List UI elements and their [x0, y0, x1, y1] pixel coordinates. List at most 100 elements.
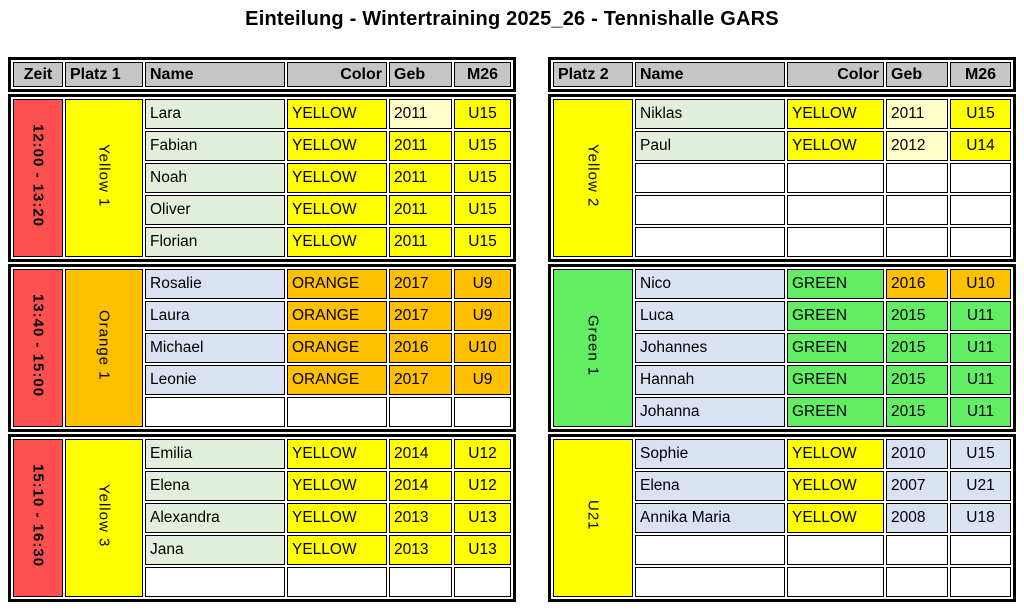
- color-cell: ORANGE: [287, 269, 387, 299]
- platz-cell: Yellow 3: [65, 439, 143, 597]
- m26-cell: U14: [950, 131, 1011, 161]
- name-cell: [635, 195, 785, 225]
- color-cell: YELLOW: [787, 439, 884, 469]
- m26-cell: [950, 163, 1011, 193]
- name-cell: Hannah: [635, 365, 785, 395]
- platz-cell: U21: [553, 439, 633, 597]
- table-row: Annika Maria YELLOW 2008 U18: [553, 503, 1011, 533]
- name-cell: [145, 397, 285, 427]
- table-row: Johanna GREEN 2015 U11: [553, 397, 1011, 427]
- geb-cell: 2016: [389, 333, 452, 363]
- table-row: Johannes GREEN 2015 U11: [553, 333, 1011, 363]
- name-cell: Luca: [635, 301, 785, 331]
- table-row: Michael ORANGE 2016 U10: [13, 333, 511, 363]
- platz-cell: Yellow 2: [553, 99, 633, 257]
- table-row: Elena YELLOW 2014 U12: [13, 471, 511, 501]
- platz-label: Orange 1: [95, 310, 113, 381]
- table-row: Alexandra YELLOW 2013 U13: [13, 503, 511, 533]
- name-cell: Annika Maria: [635, 503, 785, 533]
- name-cell: Rosalie: [145, 269, 285, 299]
- m26-cell: U11: [950, 365, 1011, 395]
- block-yellow-2: Yellow 2 Niklas YELLOW 2011 U15 Paul YELLOW 201…: [548, 94, 1016, 262]
- name-cell: Michael: [145, 333, 285, 363]
- color-cell: GREEN: [787, 301, 884, 331]
- color-cell: YELLOW: [287, 131, 387, 161]
- color-cell: YELLOW: [287, 535, 387, 565]
- zeit-cell: 13:40 - 15:00: [13, 269, 63, 427]
- color-cell: YELLOW: [287, 99, 387, 129]
- table-row: Hannah GREEN 2015 U11: [553, 365, 1011, 395]
- geb-cell: 2014: [389, 439, 452, 469]
- m26-cell: U10: [950, 269, 1011, 299]
- header-cell-name: Name: [635, 62, 785, 87]
- platz-cell: Yellow 1: [65, 99, 143, 257]
- name-cell: Johanna: [635, 397, 785, 427]
- name-cell: Lara: [145, 99, 285, 129]
- m26-cell: U18: [950, 503, 1011, 533]
- geb-cell: 2014: [389, 471, 452, 501]
- platz-cell: Orange 1: [65, 269, 143, 427]
- geb-cell: 2013: [389, 535, 452, 565]
- color-cell: YELLOW: [287, 227, 387, 257]
- header-cell-name: Name: [145, 62, 285, 87]
- name-cell: [635, 535, 785, 565]
- table-row: [553, 567, 1011, 597]
- name-cell: Nico: [635, 269, 785, 299]
- table-row: Laura ORANGE 2017 U9: [13, 301, 511, 331]
- color-cell: [787, 567, 884, 597]
- name-cell: [635, 567, 785, 597]
- geb-cell: [886, 227, 948, 257]
- name-cell: [145, 567, 285, 597]
- name-cell: Alexandra: [145, 503, 285, 533]
- block-yellow-1: 12:00 - 13:20 Yellow 1 Lara YELLOW 2011 U15 Fa…: [8, 94, 516, 262]
- table-row: Luca GREEN 2015 U11: [553, 301, 1011, 331]
- m26-cell: U15: [950, 99, 1011, 129]
- name-cell: Paul: [635, 131, 785, 161]
- m26-cell: [950, 567, 1011, 597]
- m26-cell: U12: [454, 439, 511, 469]
- m26-cell: U15: [454, 163, 511, 193]
- zeit-label: 12:00 - 13:20: [29, 123, 47, 228]
- name-cell: Laura: [145, 301, 285, 331]
- table-row: 15:10 - 16:30 Yellow 3 Emilia YELLOW 2014 U12: [13, 439, 511, 597]
- geb-cell: 2011: [389, 227, 452, 257]
- platz-label: U21: [584, 500, 602, 531]
- m26-cell: U13: [454, 535, 511, 565]
- zeit-cell: 15:10 - 16:30: [13, 439, 63, 597]
- geb-cell: [389, 397, 452, 427]
- name-cell: Elena: [145, 471, 285, 501]
- m26-cell: U9: [454, 269, 511, 299]
- table-row: [553, 535, 1011, 565]
- m26-cell: U12: [454, 471, 511, 501]
- geb-cell: 2011: [886, 99, 948, 129]
- geb-cell: 2011: [389, 99, 452, 129]
- color-cell: YELLOW: [287, 195, 387, 225]
- color-cell: GREEN: [787, 365, 884, 395]
- geb-cell: [389, 567, 452, 597]
- right-table: Platz 2 Name Color Geb M26 Yellow 2 Niklas YELL…: [548, 57, 1016, 604]
- m26-cell: U9: [454, 365, 511, 395]
- color-cell: YELLOW: [287, 503, 387, 533]
- table-row: 13:40 - 15:00 Orange 1 Rosalie ORANGE 2017 U9: [13, 269, 511, 427]
- geb-cell: 2011: [389, 163, 452, 193]
- color-cell: GREEN: [787, 269, 884, 299]
- m26-cell: U11: [950, 397, 1011, 427]
- header-cell-geb: Geb: [389, 62, 452, 87]
- color-cell: YELLOW: [287, 439, 387, 469]
- table-row: Jana YELLOW 2013 U13: [13, 535, 511, 565]
- name-cell: [635, 163, 785, 193]
- block-green-1: Green 1 Nico GREEN 2016 U10 Luca GREEN 2015 U11 J…: [548, 264, 1016, 432]
- color-cell: GREEN: [787, 333, 884, 363]
- name-cell: Sophie: [635, 439, 785, 469]
- m26-cell: U21: [950, 471, 1011, 501]
- color-cell: YELLOW: [287, 471, 387, 501]
- color-cell: [787, 195, 884, 225]
- table-row: Elena YELLOW 2007 U21: [553, 471, 1011, 501]
- table-row: Paul YELLOW 2012 U14: [553, 131, 1011, 161]
- m26-cell: [950, 227, 1011, 257]
- geb-cell: 2015: [886, 301, 948, 331]
- header-cell-color: Color: [287, 62, 387, 87]
- platz-cell: Green 1: [553, 269, 633, 427]
- header-cell-platz-1: Platz 1: [65, 62, 143, 87]
- table-row: Leonie ORANGE 2017 U9: [13, 365, 511, 395]
